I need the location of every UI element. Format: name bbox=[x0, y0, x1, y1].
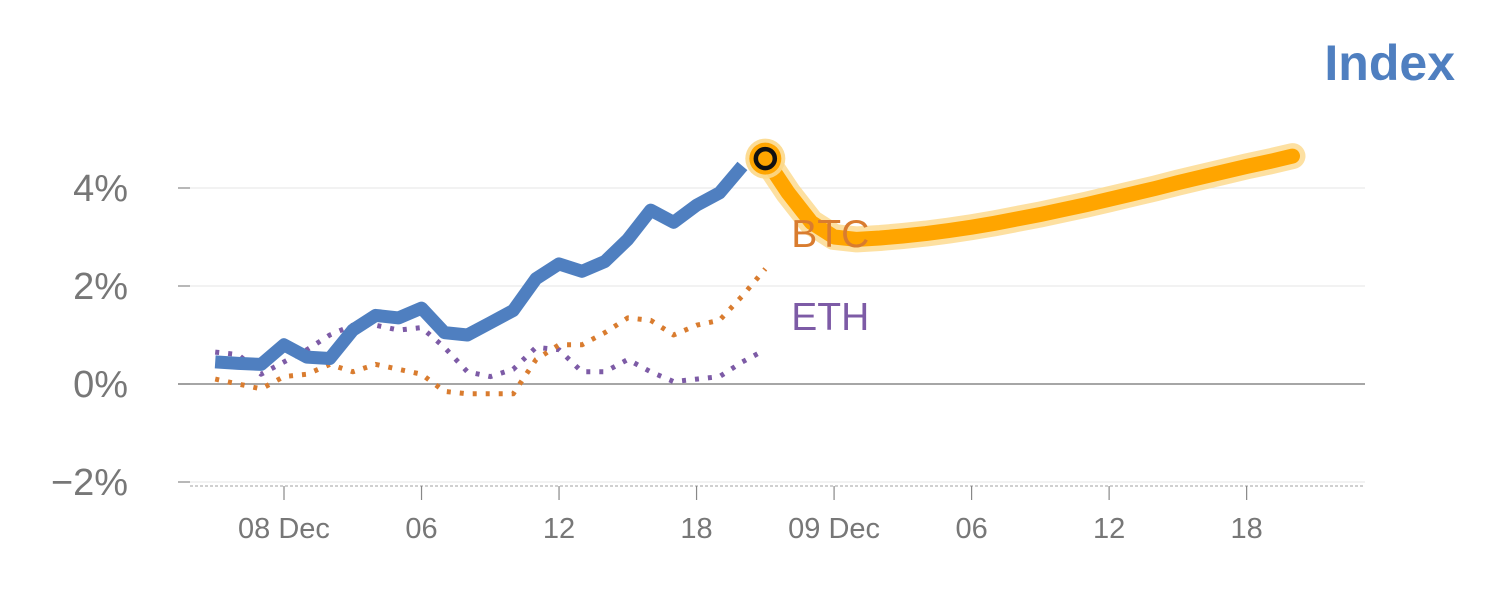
eth-series-line bbox=[214, 322, 767, 385]
index-series-line bbox=[214, 161, 748, 371]
x-tick-label: 06 bbox=[405, 513, 437, 545]
eth-series-label: ETH bbox=[791, 296, 869, 339]
x-tick-label: 06 bbox=[955, 513, 987, 545]
x-tick-label: 18 bbox=[680, 513, 712, 545]
forecast-series-line bbox=[757, 148, 1300, 247]
y-tick-label: 2% bbox=[73, 266, 128, 308]
axis-ticks: −2% 0% 2% 4% 08 Dec 06 12 18 09 Dec 06 12 18 bbox=[51, 168, 1263, 545]
series-layer bbox=[214, 138, 1306, 397]
x-tick-label: 12 bbox=[543, 513, 575, 545]
btc-series-label: BTC bbox=[791, 213, 869, 256]
grid-layer bbox=[178, 187, 1365, 487]
highlight-point-marker[interactable] bbox=[753, 146, 778, 171]
x-tick-label: 09 Dec bbox=[788, 513, 880, 545]
x-tick-label: 18 bbox=[1231, 513, 1263, 545]
y-tick-label: 4% bbox=[73, 168, 128, 210]
y-tick-label: 0% bbox=[73, 364, 128, 406]
btc-series-line bbox=[214, 267, 768, 397]
chart-title: Index bbox=[1324, 35, 1455, 91]
series-labels: BTC ETH bbox=[791, 213, 869, 339]
x-tick-label: 08 Dec bbox=[238, 513, 330, 545]
y-tick-label: −2% bbox=[51, 462, 128, 504]
x-tick-label: 12 bbox=[1093, 513, 1125, 545]
